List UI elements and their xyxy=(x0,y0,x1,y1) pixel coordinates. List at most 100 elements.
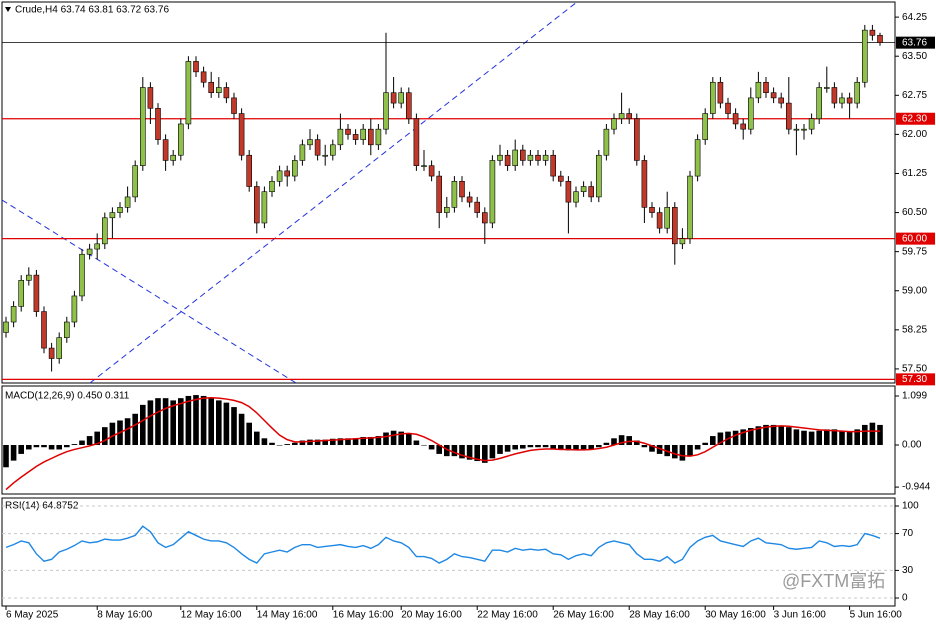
macd-bar xyxy=(406,433,412,445)
candle-body xyxy=(375,128,382,146)
candle-body xyxy=(276,170,283,182)
macd-bar xyxy=(94,431,100,445)
candle-body xyxy=(246,154,252,187)
candle-body xyxy=(132,165,138,198)
x-tick-label: 30 May 16:00 xyxy=(705,610,766,621)
macd-bar xyxy=(451,444,458,457)
macd-bar xyxy=(170,400,176,445)
candle-body xyxy=(140,87,146,166)
candle-body xyxy=(79,253,85,297)
macd-bar xyxy=(428,444,435,450)
macd-bar xyxy=(352,438,359,445)
y-tick-label: 59.75 xyxy=(902,246,927,257)
macd-bar xyxy=(398,431,404,445)
macd-bar xyxy=(618,435,625,445)
macd-bar xyxy=(10,444,17,461)
candle-body xyxy=(679,238,686,245)
macd-bar xyxy=(717,432,724,445)
y-tick-label: 60.50 xyxy=(902,207,927,218)
candle-body xyxy=(580,186,587,193)
candle-body xyxy=(261,191,268,224)
macd-bar xyxy=(877,424,883,445)
y-tick-label: 100 xyxy=(902,501,919,512)
x-tick-label: 22 May 16:00 xyxy=(477,610,538,621)
candle-body xyxy=(86,248,93,255)
signal-line xyxy=(5,396,881,491)
x-tick-label: 26 May 16:00 xyxy=(553,610,614,621)
candle-body xyxy=(109,212,116,219)
candle-body xyxy=(611,118,617,130)
candle-body xyxy=(459,180,465,198)
candle-body xyxy=(725,102,731,114)
candle-body xyxy=(178,123,184,156)
macd-bar xyxy=(322,439,328,445)
macd-bar xyxy=(748,428,754,445)
macd-bar xyxy=(831,429,838,445)
macd-bar xyxy=(56,444,62,450)
candle-body xyxy=(33,274,40,312)
macd-bar xyxy=(269,442,275,445)
macd-bar xyxy=(337,438,344,445)
candle-body xyxy=(550,154,557,177)
candle-body xyxy=(284,170,291,177)
macd-bar xyxy=(284,444,290,445)
macd-bar xyxy=(436,444,442,454)
candle-body xyxy=(519,149,526,161)
macd-bar xyxy=(79,440,85,445)
candle-body xyxy=(801,128,807,131)
candle-body xyxy=(595,154,602,198)
candle-body xyxy=(474,201,481,213)
macd-bar xyxy=(846,431,853,445)
candle-body xyxy=(322,154,329,157)
y-tick-label: 59.00 xyxy=(902,285,927,296)
candle-body xyxy=(671,207,678,245)
macd-bar xyxy=(345,438,351,445)
macd-bar xyxy=(527,444,534,448)
candle-body xyxy=(337,128,344,146)
macd-bar xyxy=(383,432,389,445)
symbol-menu-icon[interactable] xyxy=(5,7,11,12)
macd-bar xyxy=(444,444,450,457)
macd-bar xyxy=(299,440,306,445)
candle-body xyxy=(102,217,108,245)
candle-body xyxy=(390,92,397,104)
candle-body xyxy=(307,139,313,146)
macd-bar xyxy=(124,418,131,445)
macd-bar xyxy=(641,444,648,448)
y-tick-label: 63.50 xyxy=(902,51,927,62)
candle-body xyxy=(71,295,78,323)
last-price-bg xyxy=(896,36,935,49)
candle-body xyxy=(588,186,595,198)
macd-bar xyxy=(862,424,868,445)
macd-bar xyxy=(694,444,701,450)
macd-bar xyxy=(869,422,876,445)
y-tick-label: 30 xyxy=(902,565,914,576)
macd-bar xyxy=(200,395,207,445)
candle-body xyxy=(383,92,389,130)
x-tick-label: 28 May 16:00 xyxy=(629,610,690,621)
candle-body xyxy=(664,207,671,229)
macd-bar xyxy=(793,429,800,445)
macd-bar xyxy=(634,440,640,445)
candle-body xyxy=(626,113,633,120)
macd-bar xyxy=(314,439,321,445)
x-tick-label: 14 May 16:00 xyxy=(257,610,318,621)
macd-bar xyxy=(238,413,245,445)
candle-body xyxy=(10,306,17,323)
candle-body xyxy=(618,113,625,120)
macd-bar xyxy=(824,429,830,445)
candle-body xyxy=(18,280,25,307)
x-tick-label: 6 May 2025 xyxy=(6,610,59,621)
x-tick-label: 3 Jun 16:00 xyxy=(774,610,827,621)
candle-body xyxy=(793,128,800,131)
candle-body xyxy=(603,128,610,156)
chart-title: Crude,H4 63.74 63.81 63.72 63.76 xyxy=(15,5,169,16)
x-tick-label: 16 May 16:00 xyxy=(333,610,394,621)
candle-body xyxy=(755,81,762,99)
level-label-bg xyxy=(896,373,935,386)
x-tick-label: 12 May 16:00 xyxy=(181,610,242,621)
candle-body xyxy=(428,165,435,177)
candle-body xyxy=(709,81,716,114)
